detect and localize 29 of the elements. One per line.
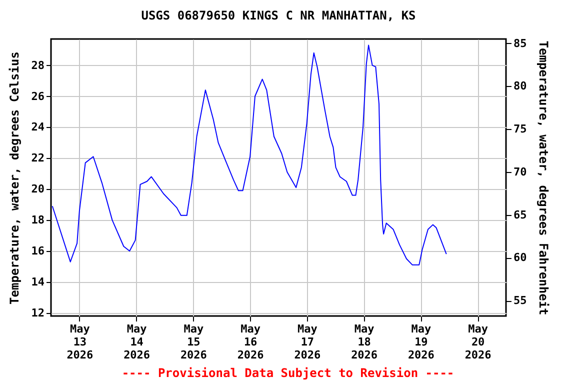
- x-tick-label: May 19 2026: [408, 322, 435, 362]
- line-series: [52, 44, 447, 266]
- y-tick-label: 24: [31, 120, 45, 134]
- x-tick-label: May 13 2026: [66, 322, 94, 362]
- y2-tick-label: 80: [514, 80, 527, 93]
- y-tick-label: 28: [31, 58, 44, 72]
- y-tick-label: 18: [31, 214, 44, 227]
- y2-axis-title: Temperature, water, degrees Fahrenheit: [536, 40, 551, 316]
- y-axis-title: Temperature, water, degrees Celsius: [7, 52, 22, 304]
- y2-tick-label: 65: [514, 208, 527, 222]
- y2-tick-label: 55: [514, 294, 527, 308]
- y2-tick-label: 70: [514, 165, 527, 178]
- y-tick-label: 26: [31, 90, 45, 103]
- x-tick-label: May 18 2026: [351, 322, 378, 362]
- y2-tick-label: 75: [514, 122, 527, 136]
- x-tick-label: May 14 2026: [124, 322, 150, 362]
- x-tick-label: May 15 2026: [180, 322, 208, 362]
- x-tick-label: May 16 2026: [237, 322, 264, 362]
- x-tick-label: May 20 2026: [464, 322, 492, 362]
- y-tick-label: 20: [31, 182, 44, 196]
- y-tick-label: 14: [31, 275, 45, 288]
- chart-title: USGS 06879650 KINGS C NR MANHATTAN, KS: [141, 8, 416, 22]
- y-tick-label: 22: [31, 152, 44, 165]
- y2-tick-label: 85: [514, 36, 527, 50]
- y-tick-label: 16: [31, 244, 45, 258]
- text: ---- Provisional Data Subject to Revision ----: [120, 366, 456, 380]
- x-tick-label: May 17 2026: [294, 322, 322, 362]
- y-tick-label: 12: [31, 306, 44, 320]
- y2-tick-label: 60: [514, 251, 527, 264]
